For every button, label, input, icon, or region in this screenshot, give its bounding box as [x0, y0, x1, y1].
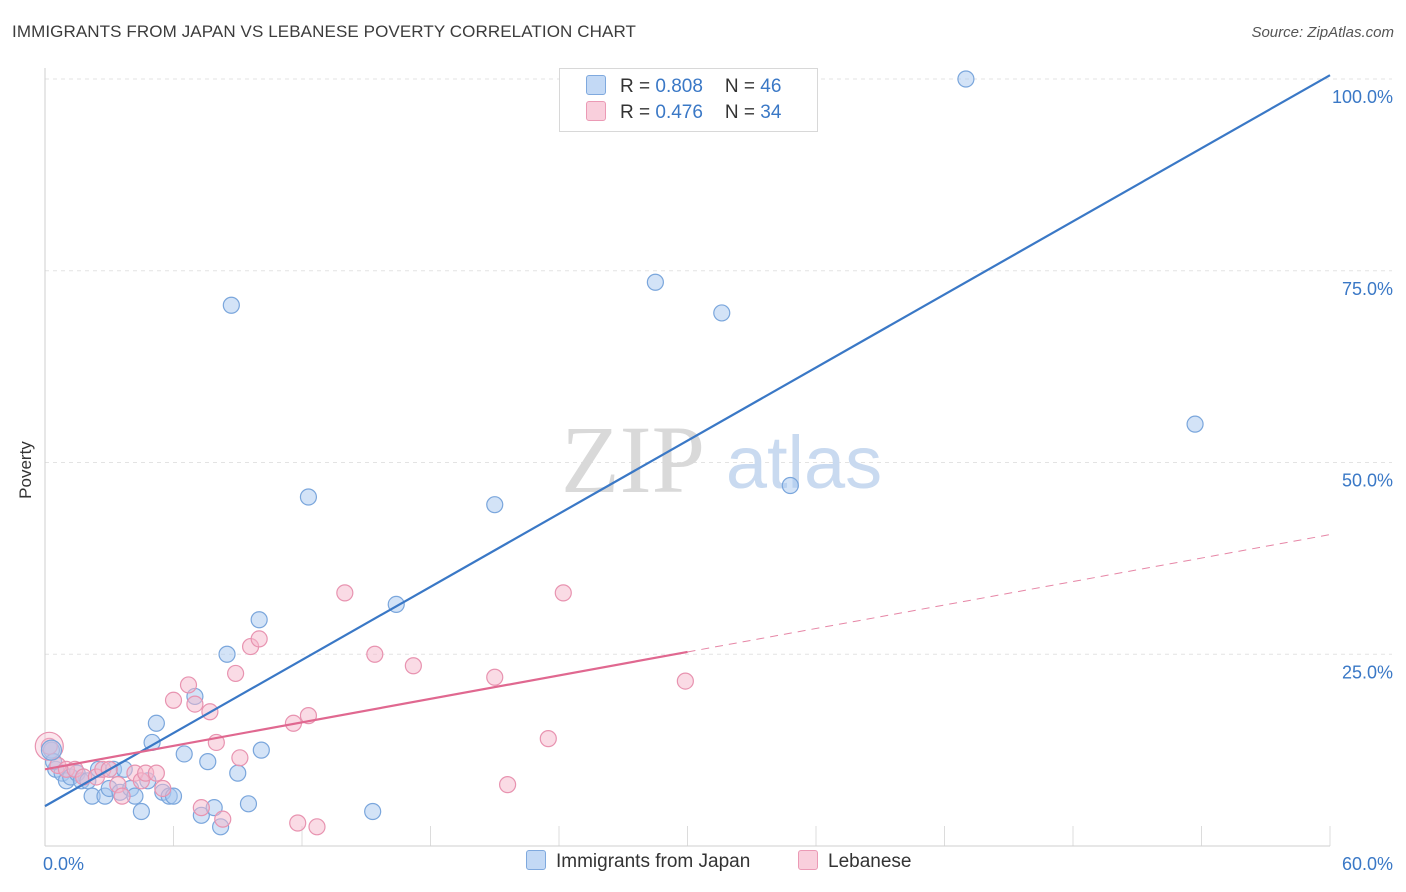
trend-layer: [44, 74, 1331, 808]
point-japan-41: [713, 304, 731, 322]
y-tick-label-50: 50.0%: [1342, 471, 1393, 491]
point-lebanese-17: [186, 695, 204, 713]
y-axis-label: Poverty: [16, 441, 35, 499]
legend-r-value-lebanese: 0.476: [655, 102, 703, 123]
legend-swatch-lebanese: [586, 101, 606, 121]
watermark: ZIP atlas: [561, 406, 882, 513]
watermark-atlas: atlas: [726, 421, 882, 504]
x-tick-label-min: 0.0%: [43, 854, 84, 874]
point-lebanese-21: [214, 810, 232, 828]
series-legend: Immigrants from Japan Lebanese: [0, 850, 1406, 880]
point-japan-31: [229, 764, 247, 782]
point-lebanese-18: [192, 799, 210, 817]
trendline-japan: [44, 74, 1331, 808]
point-japan-cluster: [40, 739, 63, 761]
point-japan-30: [218, 645, 236, 663]
point-lebanese-15: [164, 691, 183, 709]
point-japan-24: [175, 745, 193, 763]
grid-layer: [45, 78, 1392, 655]
point-lebanese-22: [227, 664, 245, 683]
point-lebanese-36: [554, 584, 572, 602]
legend-row-japan: R = 0.808 N = 46: [586, 75, 781, 101]
legend-n-label-japan: N =: [724, 76, 761, 97]
chart-title: IMMIGRANTS FROM JAPAN VS LEBANESE POVERT…: [12, 22, 636, 41]
series-legend-label-lebanese: Lebanese: [828, 851, 912, 872]
point-japan-35: [252, 741, 270, 759]
point-lebanese-27: [289, 814, 307, 832]
legend-box: R = 0.808 N = 46 R = 0.476 N = 34: [559, 68, 818, 132]
point-lebanese-25: [250, 630, 268, 648]
point-lebanese-14: [154, 779, 172, 798]
point-lebanese-29: [308, 818, 326, 836]
axis-layer: [44, 68, 1331, 847]
point-japan-37: [364, 802, 382, 821]
legend-n-value-japan: 46: [760, 76, 782, 97]
point-japan-36: [299, 488, 318, 506]
point-japan-42: [781, 476, 799, 495]
legend-n-value-lebanese: 34: [760, 102, 782, 123]
y-tick-label-75: 75.0%: [1342, 279, 1393, 299]
series-legend-lebanese: Lebanese: [798, 850, 911, 873]
point-japan-39: [486, 496, 504, 514]
series-legend-swatch-lebanese: [798, 850, 818, 870]
point-japan-27: [199, 753, 217, 771]
point-japan-44: [1186, 415, 1204, 433]
point-lebanese-31: [366, 645, 384, 663]
legend-row-lebanese: R = 0.476 N = 34: [586, 101, 781, 127]
point-lebanese-33: [486, 668, 504, 686]
legend-r-label-lebanese: R =: [620, 102, 656, 123]
legend-swatch-japan: [586, 75, 606, 95]
point-japan-17: [132, 802, 150, 821]
point-japan-20: [147, 714, 165, 732]
point-lebanese-23: [231, 749, 249, 767]
point-lebanese-34: [499, 776, 517, 794]
point-lebanese-32: [404, 657, 422, 675]
trendline-lebanese-extension: [687, 534, 1331, 653]
trendline-lebanese: [44, 650, 688, 771]
point-japan-40: [646, 273, 664, 291]
series-legend-japan: Immigrants from Japan: [526, 850, 750, 873]
source-credit: Source: ZipAtlas.com: [1251, 24, 1394, 41]
legend-n-label-lebanese: N =: [724, 102, 761, 123]
tick-label-layer: 25.0% 50.0% 75.0% 100.0% 0.0% 60.0%: [43, 87, 1393, 874]
point-japan-32: [222, 296, 240, 314]
point-lebanese-13: [147, 764, 165, 782]
point-lebanese-9: [113, 787, 131, 805]
point-lebanese-16: [179, 676, 198, 694]
series-legend-label-japan: Immigrants from Japan: [556, 851, 751, 872]
legend-r-label-japan: R =: [620, 76, 656, 97]
watermark-zip: ZIP: [561, 406, 705, 513]
point-japan-33: [239, 795, 258, 813]
legend-r-value-japan: 0.808: [655, 76, 703, 97]
series-legend-swatch-japan: [526, 850, 546, 870]
point-lebanese-35: [539, 730, 557, 748]
y-tick-label-100: 100.0%: [1332, 87, 1393, 107]
point-japan-43: [957, 70, 975, 88]
y-axis-label-wrap: Poverty: [6, 440, 46, 500]
y-tick-label-25: 25.0%: [1342, 662, 1393, 682]
point-lebanese-30: [336, 584, 354, 602]
x-tick-label-max: 60.0%: [1342, 854, 1393, 874]
point-lebanese-37: [676, 672, 694, 690]
point-japan-34: [250, 611, 268, 629]
